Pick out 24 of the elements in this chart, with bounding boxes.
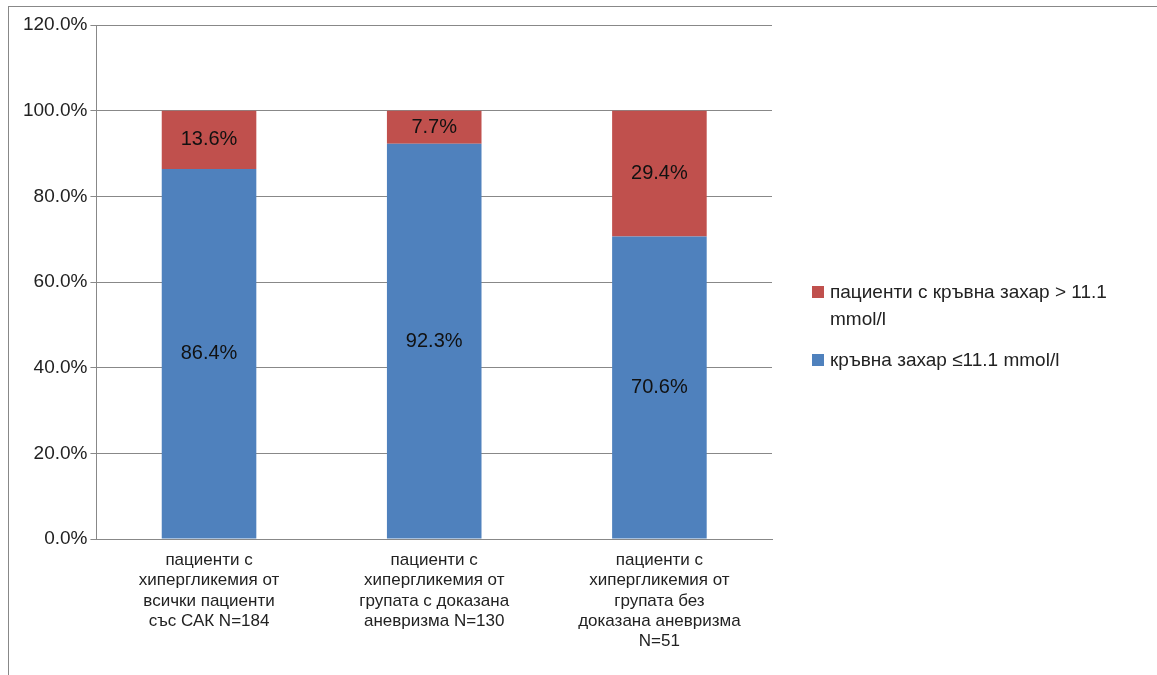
bar bbox=[161, 110, 257, 169]
legend-label: кръвна захар ≤11.1 mmol/l bbox=[830, 348, 1060, 372]
x-tick-label: пациенти с хипергликемия от групата с доказана аневризма N=130 bbox=[359, 549, 510, 631]
bar bbox=[612, 236, 707, 539]
data-label: 86.4% bbox=[180, 341, 238, 364]
data-label: 13.6% bbox=[180, 127, 238, 150]
bar bbox=[612, 110, 707, 237]
legend-label: пациенти с кръвна захар > 11.1 mmol/l bbox=[830, 280, 1108, 331]
y-tick-label: 80.0% bbox=[33, 184, 88, 206]
y-tick-label: 40.0% bbox=[33, 355, 88, 377]
y-tick-label: 100.0% bbox=[22, 98, 88, 120]
bar bbox=[386, 110, 482, 144]
x-tick-label: пациенти с хипергликемия от всички пациенти със САК N=184 bbox=[138, 549, 280, 631]
y-tick-label: 20.0% bbox=[33, 441, 88, 463]
bar bbox=[161, 168, 257, 539]
y-tick-label: 120.0% bbox=[22, 13, 88, 35]
y-tick-label: 0.0% bbox=[44, 527, 88, 549]
y-tick-label: 60.0% bbox=[33, 270, 88, 292]
x-tick-label: пациенти с хипергликемия от групата без доказана аневризма N=51 bbox=[578, 549, 742, 651]
data-label: 70.6% bbox=[631, 375, 688, 398]
data-label: 7.7% bbox=[411, 114, 458, 137]
data-label: 92.3% bbox=[405, 328, 463, 351]
bar bbox=[386, 143, 482, 539]
data-label: 29.4% bbox=[631, 161, 688, 184]
